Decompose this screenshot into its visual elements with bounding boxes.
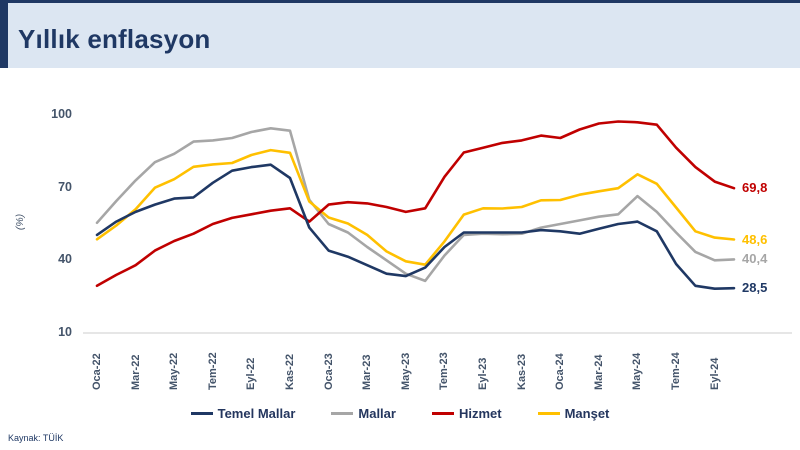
end-value-label-temel-mallar: 28,5	[742, 280, 768, 296]
x-tick-label-may-22: May-22	[168, 352, 181, 390]
x-tick-label-oca-24: Oca-24	[554, 353, 567, 390]
legend-item-temel-mallar: Temel Mallar	[190, 405, 296, 421]
page-title: Yıllık enflasyon	[18, 24, 211, 54]
x-tick-label-eyl-22: Eyl-22	[245, 357, 258, 390]
chart-legend: Temel Mallar Mallar Hizmet Manşet	[0, 403, 800, 423]
x-tick-label-may-24: May-24	[631, 352, 644, 390]
x-tick-label-oca-23: Oca-23	[322, 353, 335, 390]
legend-swatch-temel-mallar	[190, 411, 213, 415]
header-left-strip	[0, 0, 8, 68]
x-tick-label-mar-23: Mar-23	[361, 354, 374, 390]
series-line-hizmet	[95, 120, 736, 288]
legend-label-temel-mallar: Temel Mallar	[217, 405, 296, 421]
legend-label-man-et: Manşet	[564, 405, 610, 421]
y-tick-label-10: 10	[58, 325, 72, 339]
x-tick-label-tem-24: Tem-24	[670, 352, 683, 390]
y-tick-label-100: 100	[51, 107, 72, 121]
x-tick-label-kas-22: Kas-22	[284, 353, 297, 390]
x-tick-label-eyl-23: Eyl-23	[477, 357, 490, 390]
legend-item-hizmet: Hizmet	[431, 405, 502, 421]
x-tick-label-mar-24: Mar-24	[592, 354, 605, 390]
end-value-label-mallar: 40,4	[742, 251, 768, 267]
x-tick-label-oca-22: Oca-22	[91, 353, 103, 390]
series-line-man-et	[95, 148, 736, 267]
header-top-strip	[0, 0, 800, 3]
legend-item-man-et: Manşet	[537, 405, 610, 421]
x-tick-label-may-23: May-23	[399, 352, 412, 390]
x-tick-label-mar-22: Mar-22	[129, 354, 142, 390]
legend-item-mallar: Mallar	[331, 406, 396, 421]
y-tick-label-70: 70	[58, 179, 72, 194]
x-tick-label-tem-22: Tem-22	[206, 352, 219, 390]
legend-swatch-hizmet	[431, 411, 454, 415]
legend-label-mallar: Mallar	[358, 405, 396, 421]
legend-swatch-mallar	[331, 411, 354, 415]
end-value-label-man-et: 48,6	[742, 231, 768, 247]
header-band	[0, 0, 800, 68]
x-tick-label-tem-23: Tem-23	[438, 352, 451, 390]
x-tick-label-kas-23: Kas-23	[515, 353, 528, 390]
source-note: Kaynak: TÜİK	[8, 433, 64, 443]
y-tick-label-40: 40	[58, 252, 72, 267]
legend-label-hizmet: Hizmet	[458, 405, 502, 421]
series-line-temel-mallar	[95, 163, 736, 291]
legend-swatch-man-et	[537, 411, 560, 415]
end-value-label-hizmet: 69,8	[742, 180, 768, 196]
series-line-mallar	[95, 127, 736, 283]
x-tick-label-eyl-24: Eyl-24	[708, 357, 721, 390]
y-axis-title: (%)	[14, 213, 27, 231]
